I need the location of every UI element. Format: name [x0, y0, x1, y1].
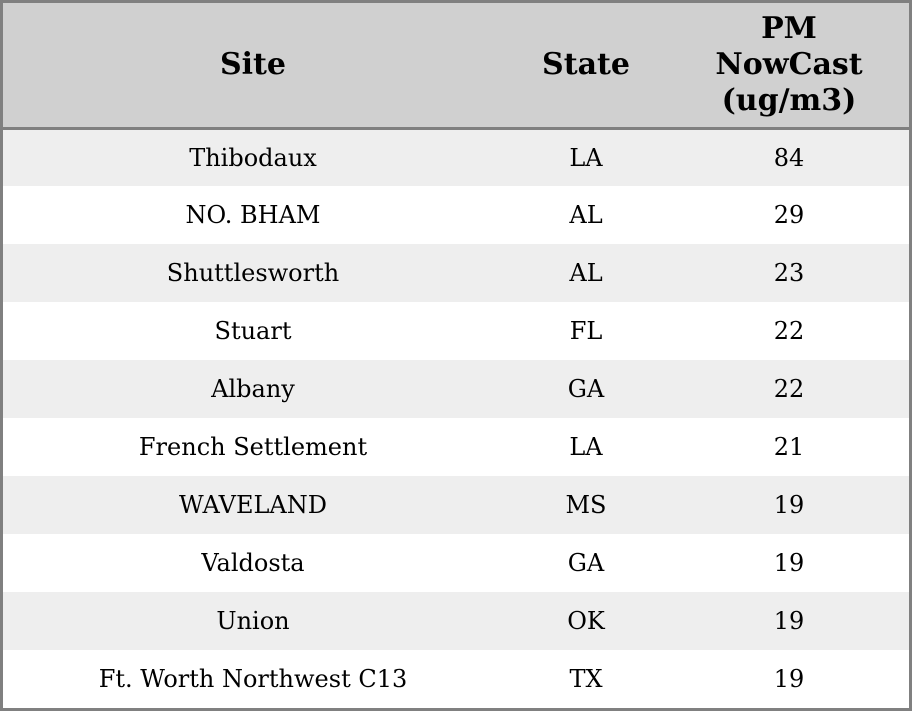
state-cell: GA: [503, 534, 669, 592]
site-cell: French Settlement: [3, 418, 503, 476]
column-header-pm-nowcast: PM NowCast (ug/m3): [669, 3, 909, 130]
column-header-site: Site: [3, 3, 503, 130]
site-cell: Stuart: [3, 302, 503, 360]
table-row: WAVELAND MS 19: [3, 476, 909, 534]
site-cell: WAVELAND: [3, 476, 503, 534]
table-row: Stuart FL 22: [3, 302, 909, 360]
state-cell: FL: [503, 302, 669, 360]
site-cell: Valdosta: [3, 534, 503, 592]
state-cell: MS: [503, 476, 669, 534]
table-header: Site State PM NowCast (ug/m3): [3, 3, 909, 130]
pm-value-cell: 19: [669, 534, 909, 592]
table-row: NO. BHAM AL 29: [3, 186, 909, 244]
site-cell: Albany: [3, 360, 503, 418]
state-cell: AL: [503, 186, 669, 244]
pm-value-cell: 22: [669, 360, 909, 418]
column-header-state: State: [503, 3, 669, 130]
state-cell: AL: [503, 244, 669, 302]
table-body: Thibodaux LA 84 NO. BHAM AL 29 Shuttlesw…: [3, 128, 909, 708]
table-row: Valdosta GA 19: [3, 534, 909, 592]
pm-value-cell: 21: [669, 418, 909, 476]
state-cell: TX: [503, 650, 669, 708]
column-header-pm-nowcast-label: PM NowCast (ug/m3): [715, 10, 863, 118]
table-row: Thibodaux LA 84: [3, 128, 909, 186]
table-row: French Settlement LA 21: [3, 418, 909, 476]
pm-value-cell: 19: [669, 476, 909, 534]
table-header-row: Site State PM NowCast (ug/m3): [3, 3, 909, 130]
pm-value-cell: 22: [669, 302, 909, 360]
site-cell: Ft. Worth Northwest C13: [3, 650, 503, 708]
pm-value-cell: 23: [669, 244, 909, 302]
pm-nowcast-table: Site State PM NowCast (ug/m3) Thibodaux …: [3, 3, 909, 708]
pm-value-cell: 19: [669, 592, 909, 650]
table-row: Albany GA 22: [3, 360, 909, 418]
state-cell: LA: [503, 128, 669, 186]
pm-value-cell: 19: [669, 650, 909, 708]
pm-value-cell: 29: [669, 186, 909, 244]
table-row: Ft. Worth Northwest C13 TX 19: [3, 650, 909, 708]
pm-value-cell: 84: [669, 128, 909, 186]
site-cell: Shuttlesworth: [3, 244, 503, 302]
state-cell: LA: [503, 418, 669, 476]
site-cell: Thibodaux: [3, 128, 503, 186]
state-cell: OK: [503, 592, 669, 650]
site-cell: Union: [3, 592, 503, 650]
site-cell: NO. BHAM: [3, 186, 503, 244]
table-row: Union OK 19: [3, 592, 909, 650]
table-row: Shuttlesworth AL 23: [3, 244, 909, 302]
state-cell: GA: [503, 360, 669, 418]
